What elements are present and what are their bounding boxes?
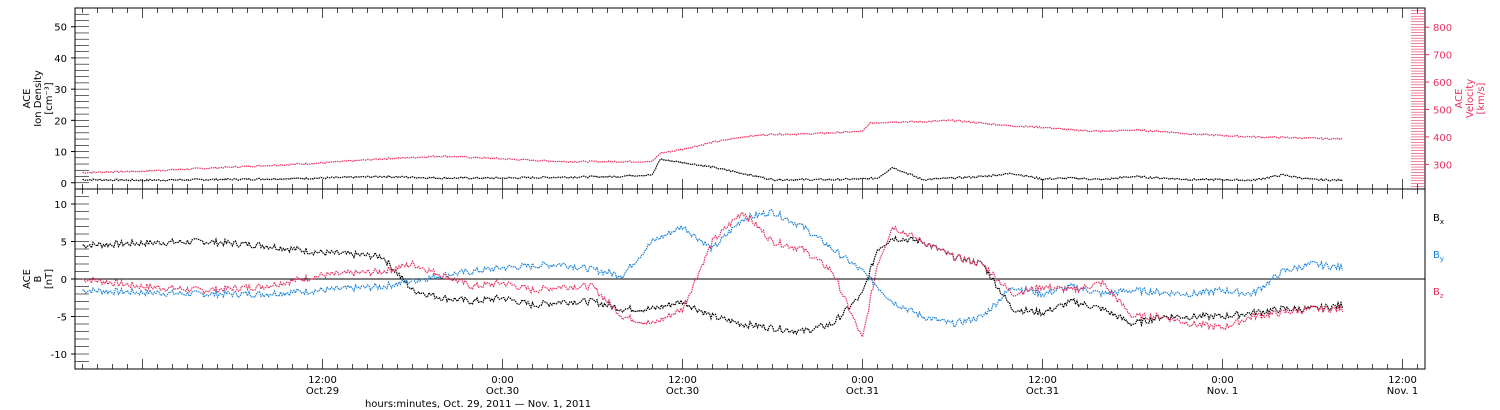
x-tick-time: 12:00 — [1388, 375, 1417, 386]
x-axis-label: hours:minutes, Oct. 29, 2011 — Nov. 1, 2… — [365, 399, 591, 410]
left-tick-label: 40 — [54, 54, 67, 65]
density-series — [82, 158, 1343, 182]
right-y-label-line: [km/s] — [1476, 82, 1487, 114]
mag-y-label-line: [nT] — [44, 269, 55, 289]
x-tick-date: Oct.30 — [666, 386, 699, 397]
right-tick-label: 800 — [1433, 23, 1452, 34]
x-tick-time: 12:00 — [668, 375, 697, 386]
mag-y-label: ACE B [nT] — [22, 269, 55, 289]
x-tick-date: Nov. 1 — [1207, 386, 1238, 397]
right-tick-label: 400 — [1433, 133, 1452, 144]
mag-tick-label: 0 — [61, 275, 67, 286]
x-tick-time: 12:00 — [1028, 375, 1057, 386]
left-y-label-line: ACE — [22, 89, 33, 109]
series-Bz — [82, 211, 1344, 339]
mag-tick-label: 10 — [54, 200, 67, 211]
time-axis: 12:00Oct.290:00Oct.3012:00Oct.300:00Oct.… — [82, 8, 1418, 397]
left-y-label: ACE Ion Density [cm⁻³] — [22, 70, 55, 127]
velocity-series — [82, 119, 1343, 174]
mag-y-label-line: ACE — [22, 269, 33, 289]
x-tick-date: Nov. 1 — [1387, 386, 1418, 397]
x-tick-time: 0:00 — [851, 375, 873, 386]
right-y-label-line: Velocity — [1465, 79, 1476, 118]
x-tick-time: 0:00 — [491, 375, 513, 386]
x-tick-date: Oct.30 — [486, 386, 519, 397]
legend-Bz: Bz — [1433, 287, 1444, 300]
legend-sub: z — [1440, 292, 1444, 300]
right-tick-label: 700 — [1433, 51, 1452, 62]
right-y-label: ACE Velocity [km/s] — [1454, 79, 1487, 118]
legend-main: B — [1433, 213, 1440, 224]
legend-main: B — [1433, 287, 1440, 298]
mag-tick-label: -10 — [51, 350, 67, 361]
left-tick-label: 10 — [54, 148, 67, 159]
mag-tick-label: -5 — [57, 313, 67, 324]
mag-tick-label: 5 — [61, 238, 67, 249]
x-tick-time: 12:00 — [308, 375, 337, 386]
mag-y-label-line: B — [33, 275, 44, 282]
x-tick-date: Oct.31 — [846, 386, 879, 397]
series-By — [82, 208, 1344, 328]
left-y-label-line: Ion Density — [33, 70, 44, 127]
x-tick-time: 0:00 — [1211, 375, 1233, 386]
left-tick-label: 0 — [61, 179, 67, 190]
legend-main: B — [1433, 250, 1440, 261]
right-tick-label: 600 — [1433, 78, 1452, 89]
legend-Bx: Bx — [1433, 213, 1444, 226]
x-tick-date: Oct.29 — [306, 386, 339, 397]
x-tick-date: Oct.31 — [1026, 386, 1059, 397]
plasma-frame — [74, 7, 1426, 190]
right-tick-label: 300 — [1433, 160, 1452, 171]
legend-By: By — [1433, 250, 1444, 263]
left-tick-label: 50 — [54, 23, 67, 34]
series-Bx — [82, 235, 1344, 336]
right-tick-label: 500 — [1433, 105, 1452, 116]
left-tick-label: 20 — [54, 116, 67, 127]
legend-sub: y — [1440, 255, 1444, 263]
left-y-label-line: [cm⁻³] — [44, 82, 55, 114]
right-y-label-line: ACE — [1454, 89, 1465, 109]
legend-sub: x — [1440, 218, 1444, 226]
left-tick-label: 30 — [54, 85, 67, 96]
